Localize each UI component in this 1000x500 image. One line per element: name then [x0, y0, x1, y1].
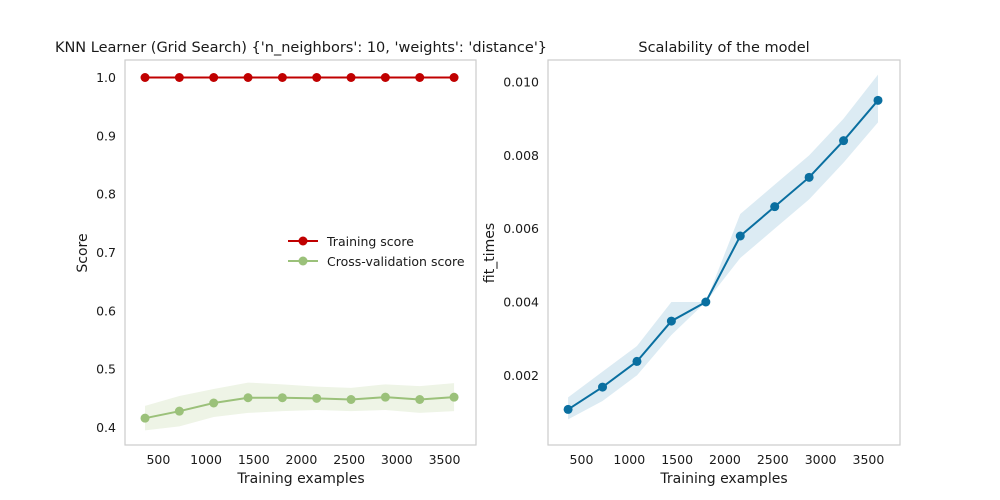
series-0-point: [873, 95, 883, 105]
series-1-point: [415, 395, 425, 404]
series-markers: [563, 95, 883, 414]
x-tick-label: 1000: [190, 452, 222, 467]
series-0-point: [312, 73, 322, 82]
series-1-point: [174, 406, 184, 416]
y-tick-label: 0.008: [503, 148, 539, 163]
x-axis-label: Training examples: [236, 471, 364, 487]
x-tick-label: 2000: [709, 452, 741, 467]
series-1-point: [346, 395, 356, 404]
y-tick-labels: 0.4 0.5 0.6 0.7 0.8 0.9 1.0: [96, 70, 116, 435]
legend-marker-cv: [298, 256, 308, 266]
series-0-point: [701, 297, 711, 307]
legend-label-training: Training score: [326, 234, 414, 249]
x-tick-label: 3500: [853, 452, 885, 467]
series-0-point: [598, 382, 608, 392]
series-0-point: [449, 73, 459, 82]
series-0-point: [632, 356, 642, 366]
series-0-point: [415, 73, 425, 82]
x-tick-labels: 500 1000 1500 2000 2500 3000 3500: [570, 452, 885, 467]
y-tick-label: 0.002: [503, 368, 539, 383]
y-tick-label: 0.004: [503, 295, 539, 310]
x-tick-label: 1500: [238, 452, 270, 467]
y-tick-label: 0.5: [96, 362, 116, 377]
x-tick-label: 1000: [613, 452, 645, 467]
series-lines: [567, 99, 879, 411]
series-1-line: [144, 396, 455, 420]
bands: [145, 382, 455, 431]
scalability-chart: Scalability of the model 500 1000 1500 2000…: [482, 40, 901, 487]
series-1-point: [243, 393, 253, 403]
series-0-point: [277, 73, 287, 82]
x-tick-label: 500: [146, 452, 170, 467]
y-tick-label: 1.0: [96, 70, 116, 85]
plot-area: [124, 59, 477, 446]
y-tick-label: 0.9: [96, 128, 116, 143]
x-tick-labels: 500 1000 1500 2000 2500 3000 3500: [146, 452, 460, 467]
y-axis-label: Score: [75, 233, 91, 272]
series-1-point: [380, 392, 390, 402]
x-tick-label: 2000: [286, 452, 318, 467]
series-0-point: [666, 316, 676, 326]
chart-title: KNN Learner (Grid Search) {'n_neighbors'…: [55, 40, 547, 56]
y-tick-label: 0.006: [503, 221, 539, 236]
series-0-point: [839, 136, 849, 146]
series-0-line: [567, 99, 879, 411]
series-0-point: [380, 73, 390, 82]
y-tick-label: 0.7: [96, 245, 116, 260]
series-1-point: [277, 393, 287, 403]
y-tick-labels: 0.002 0.004 0.006 0.008 0.010: [503, 75, 539, 383]
series-0-point: [770, 202, 780, 212]
y-tick-label: 0.4: [96, 420, 116, 435]
series-1-band: [145, 382, 455, 431]
series-1-point: [209, 398, 219, 408]
series-0-point: [209, 73, 219, 82]
series-lines: [144, 76, 455, 420]
x-tick-label: 2500: [333, 452, 365, 467]
series-0-point: [140, 73, 150, 82]
series-0-point: [346, 73, 356, 82]
series-0-point: [804, 172, 814, 182]
series-1-point: [140, 413, 150, 423]
x-tick-label: 3000: [805, 452, 837, 467]
y-tick-label: 0.010: [503, 75, 539, 90]
series-markers: [140, 73, 459, 423]
legend: Training score Cross-validation score: [288, 234, 465, 269]
learning-curve-chart: KNN Learner (Grid Search) {'n_neighbors'…: [55, 40, 547, 487]
x-axis-label: Training examples: [659, 471, 787, 487]
series-1-point: [449, 392, 459, 402]
y-tick-label: 0.6: [96, 303, 116, 318]
series-0-point: [174, 73, 184, 82]
x-tick-label: 3000: [381, 452, 413, 467]
chart-title: Scalability of the model: [638, 40, 809, 56]
series-1-point: [312, 393, 322, 403]
x-tick-label: 1500: [661, 452, 693, 467]
legend-label-cv: Cross-validation score: [327, 254, 465, 269]
series-0-point: [735, 231, 745, 241]
x-tick-label: 3500: [429, 452, 461, 467]
series-0-point: [563, 404, 573, 414]
legend-marker-training: [298, 236, 308, 246]
series-0-point: [243, 73, 253, 82]
y-axis-label: fit_times: [482, 223, 498, 283]
y-tick-label: 0.8: [96, 187, 116, 202]
x-tick-label: 2500: [757, 452, 789, 467]
x-tick-label: 500: [570, 452, 594, 467]
